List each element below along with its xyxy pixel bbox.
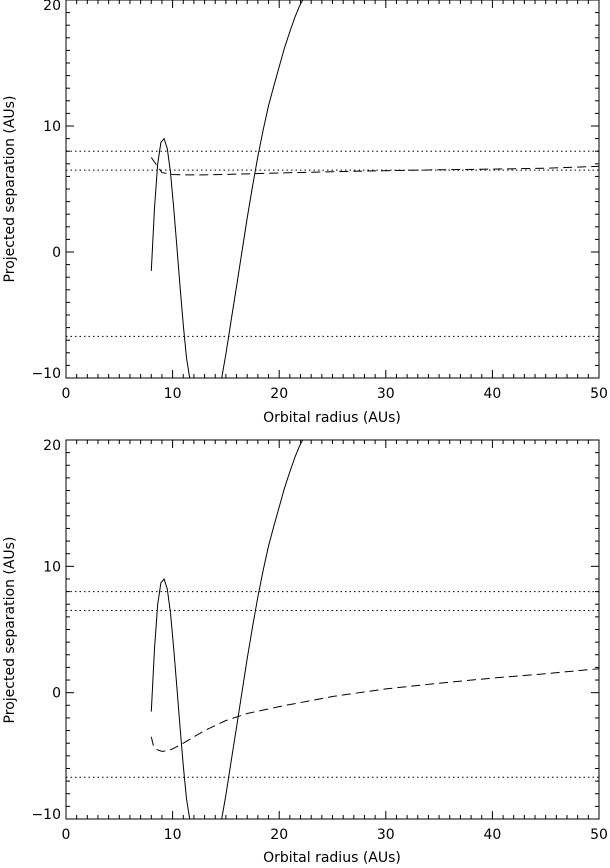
x-tick-label: 30 (377, 827, 395, 843)
x-tick-label: 20 (270, 386, 288, 402)
x-tick-label: 40 (483, 827, 501, 843)
x-tick-label: 40 (483, 386, 501, 402)
x-tick-label: 10 (164, 386, 182, 402)
y-tick-label: 0 (52, 686, 61, 702)
y-axis-title: Projected separation (AUs) (2, 537, 18, 724)
x-tick-label: 30 (377, 386, 395, 402)
y-tick-label: 10 (43, 559, 61, 575)
x-tick-label: 20 (270, 827, 288, 843)
x-tick-label: 50 (590, 386, 608, 402)
dashed-series-line (150, 668, 599, 752)
plot-frame (65, 439, 600, 820)
x-tick-label: 0 (62, 827, 71, 843)
axis-ticks (65, 439, 600, 820)
x-tick-label: 0 (62, 386, 71, 402)
y-tick-label: 0 (52, 245, 61, 261)
axis-ticks (65, 0, 600, 379)
y-tick-label: 20 (43, 438, 61, 454)
x-axis-title: Orbital radius (AUs) (263, 410, 401, 426)
solid-series-line (150, 0, 304, 378)
series-group (150, 440, 599, 819)
reference-lines (66, 150, 599, 337)
plot-frame (65, 0, 600, 379)
y-axis-title: Projected separation (AUs) (2, 96, 18, 283)
x-tick-label: 50 (590, 827, 608, 843)
dashed-series-line (150, 157, 599, 176)
x-tick-label: 10 (164, 827, 182, 843)
y-tick-label: −10 (31, 807, 61, 823)
solid-series-line (150, 440, 304, 819)
y-tick-label: −10 (31, 366, 61, 382)
y-tick-label: 20 (43, 0, 61, 14)
reference-lines (66, 591, 599, 778)
y-tick-label: 10 (43, 119, 61, 135)
x-axis-title: Orbital radius (AUs) (263, 850, 401, 866)
series-group (150, 0, 599, 378)
